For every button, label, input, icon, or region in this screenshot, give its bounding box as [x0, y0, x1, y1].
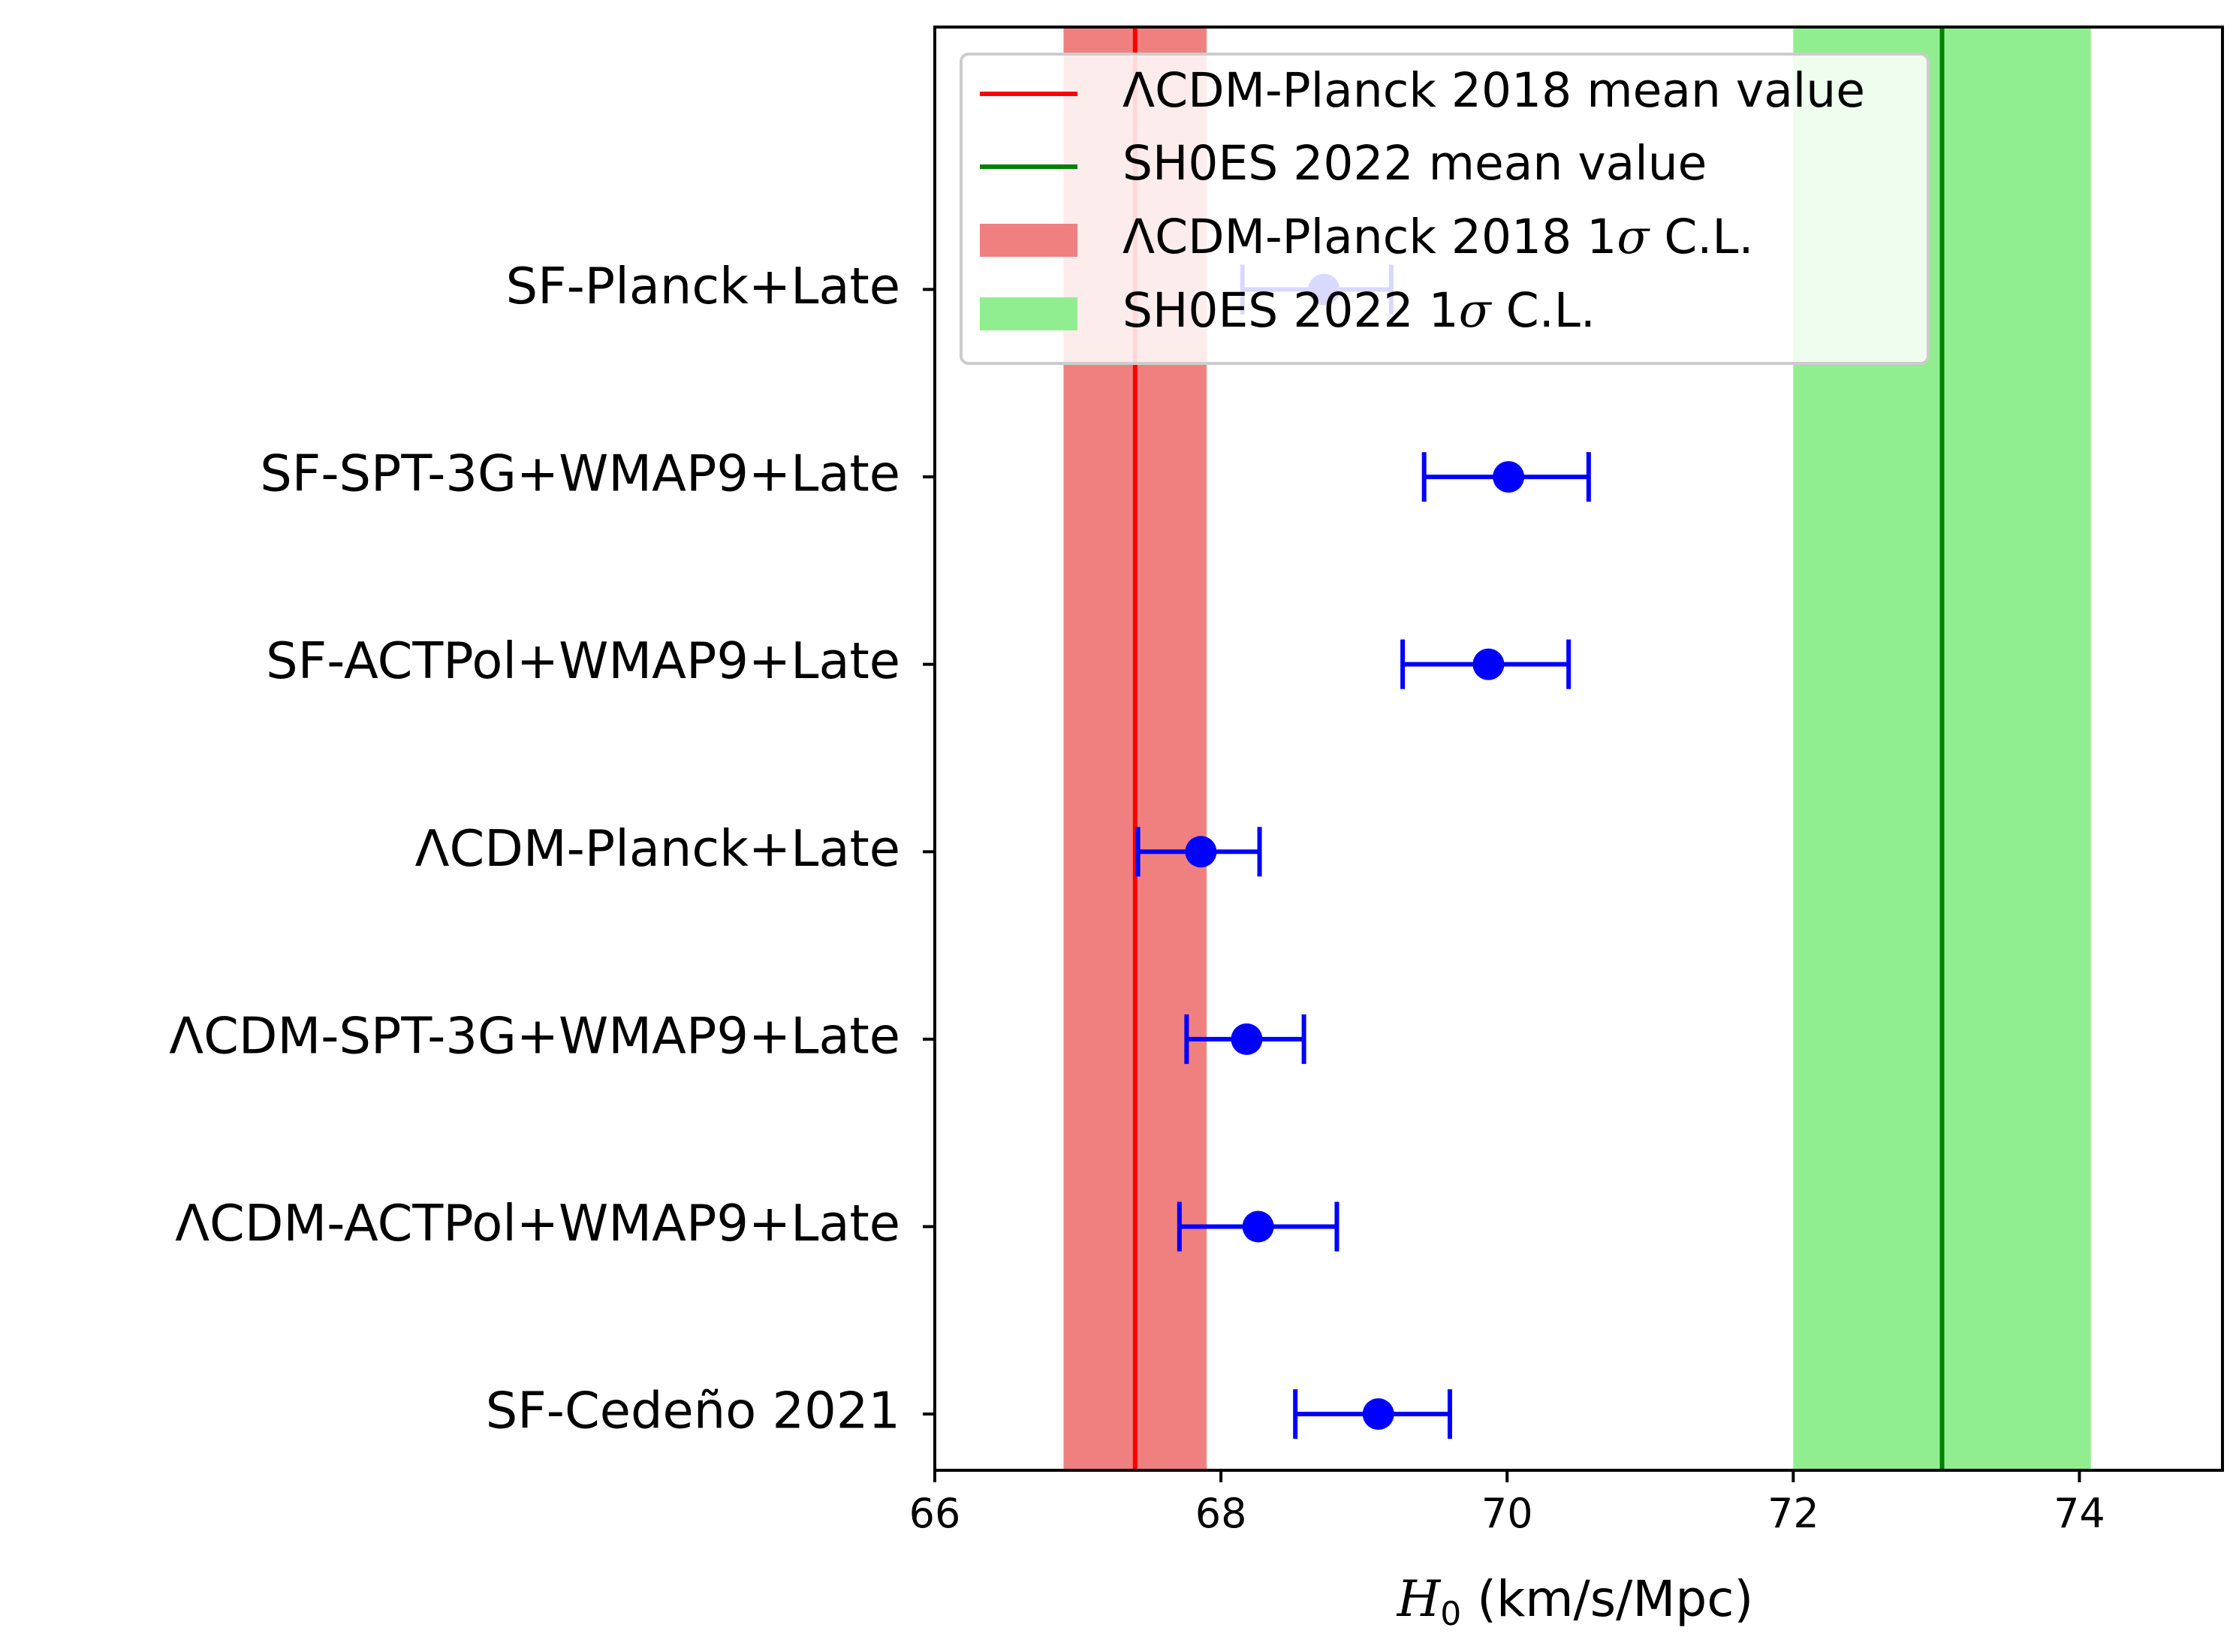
legend-label-text-0: ΛCDM-Planck 2018 mean value [1123, 63, 1865, 118]
x-axis-label-unit: (km/s/Mpc) [1461, 1570, 1753, 1628]
legend-label-sigma-2: σ [1617, 210, 1650, 264]
x-tick-label-4: 74 [2054, 1490, 2105, 1537]
y-tick-label-3: ΛCDM-Planck+Late [415, 819, 900, 878]
legend-swatch-3 [980, 297, 1077, 330]
y-tick-label-4: ΛCDM-SPT-3G+WMAP9+Late [169, 1006, 900, 1065]
legend-label-1: SH0ES 2022 mean value [1123, 136, 1707, 191]
legend-label-suffix-3: C.L. [1491, 283, 1596, 338]
legend-label-text-3: SH0ES 2022 1 [1123, 283, 1459, 338]
plot-frame [933, 26, 2224, 1472]
legend: ΛCDM-Planck 2018 mean value SH0ES 2022 me… [960, 53, 1930, 365]
x-tick-label-0: 66 [909, 1490, 961, 1537]
y-tick-label-6: SF-Cedeño 2021 [486, 1382, 900, 1440]
legend-label-2: ΛCDM-Planck 2018 1σ C.L. [1123, 210, 1754, 265]
x-axis-label-subscript: 0 [1440, 1595, 1461, 1633]
x-tick-label-3: 72 [1767, 1490, 1819, 1537]
y-tick-label-5: ΛCDM-ACTPol+WMAP9+Late [175, 1194, 900, 1253]
data-point-6 [1362, 1398, 1394, 1430]
legend-label-text-1: SH0ES 2022 mean value [1123, 136, 1707, 191]
data-point-2 [1472, 648, 1505, 680]
y-axis: SF-Planck+Late SF-SPT-3G+WMAP9+Late SF-ACT… [169, 257, 935, 1440]
legend-label-3: SH0ES 2022 1σ C.L. [1123, 283, 1596, 339]
x-axis-label-symbol: H [1397, 1570, 1442, 1628]
legend-label-0: ΛCDM-Planck 2018 mean value [1123, 63, 1865, 118]
data-point-4 [1231, 1023, 1263, 1055]
legend-swatch-2 [980, 224, 1077, 257]
data-point-3 [1185, 836, 1217, 868]
y-tick-label-2: SF-ACTPol+WMAP9+Late [266, 632, 900, 690]
legend-box [960, 53, 1930, 365]
x-tick-label-1: 68 [1195, 1490, 1247, 1537]
legend-label-sigma-3: σ [1459, 283, 1493, 338]
legend-label-suffix-2: C.L. [1649, 210, 1753, 264]
x-axis: 66 68 70 72 74 [909, 1470, 2105, 1537]
x-tick-label-2: 70 [1481, 1490, 1533, 1537]
y-tick-label-0: SF-Planck+Late [506, 257, 900, 315]
y-tick-label-1: SF-SPT-3G+WMAP9+Late [260, 445, 900, 503]
data-point-5 [1242, 1210, 1274, 1243]
data-point-1 [1493, 461, 1525, 493]
legend-label-text-2: ΛCDM-Planck 2018 1 [1123, 210, 1617, 264]
x-axis-label: H0 (km/s/Mpc) [1397, 1570, 1754, 1633]
